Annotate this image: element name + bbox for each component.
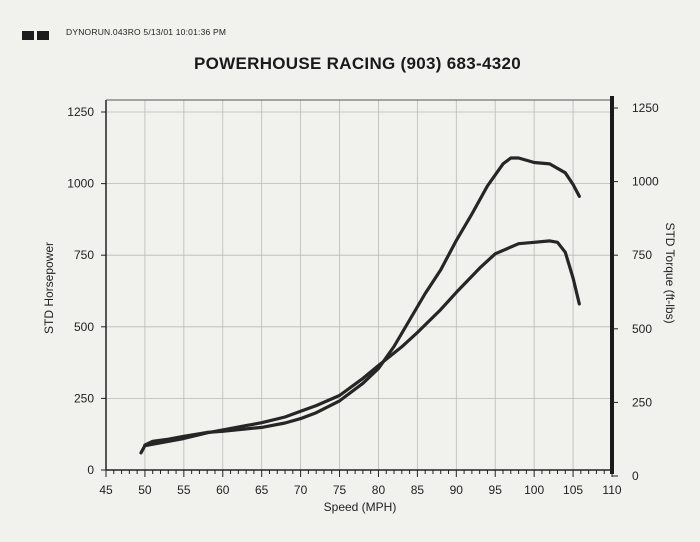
- x-tick-label: 50: [138, 483, 152, 497]
- y2-tick-label: 0: [632, 469, 639, 483]
- header-marks: [22, 31, 49, 40]
- x-axis-title: Speed (MPH): [324, 500, 397, 514]
- horsepower-line: [139, 239, 581, 455]
- y2-tick-label: 250: [632, 395, 652, 409]
- y-tick-label: 250: [74, 391, 94, 405]
- y-axis-title: STD Horsepower: [42, 242, 56, 334]
- x-tick-label: 70: [294, 483, 308, 497]
- x-tick-label: 80: [372, 483, 386, 497]
- x-tick-label: 55: [177, 483, 191, 497]
- grid: [105, 100, 613, 471]
- y-tick-label: 0: [87, 463, 94, 477]
- series: [139, 156, 581, 455]
- x-tick-label: 75: [333, 483, 347, 497]
- axes: [105, 96, 614, 474]
- x-tick-label: 90: [450, 483, 464, 497]
- x-tick-label: 105: [563, 483, 583, 497]
- x-tick-label: 60: [216, 483, 230, 497]
- y-tick-label: 750: [74, 248, 94, 262]
- file-info: DYNORUN.043RO 5/13/01 10:01:36 PM: [66, 27, 227, 37]
- x-tick-label: 100: [524, 483, 544, 497]
- x-tick-label: 65: [255, 483, 269, 497]
- ticks: 45 50 55 60 65 70 75 80 85 90 95 100 105 110 0 250 500 75…: [67, 101, 659, 497]
- x-tick-label: 45: [99, 483, 113, 497]
- y-tick-label: 500: [74, 320, 94, 334]
- y-tick-label: 1250: [67, 105, 94, 119]
- x-tick-label: 110: [602, 483, 621, 497]
- x-tick-label: 85: [411, 483, 425, 497]
- y2-tick-label: 500: [632, 322, 652, 336]
- y-tick-label: 1000: [67, 177, 94, 191]
- y2-tick-label: 1000: [632, 175, 659, 189]
- x-tick-label: 95: [489, 483, 503, 497]
- y2-tick-label: 1250: [632, 101, 659, 115]
- y2-axis-title: STD Torque (ft-lbs): [663, 222, 677, 323]
- chart-title: POWERHOUSE RACING (903) 683-4320: [193, 54, 522, 73]
- torque-line: [143, 156, 581, 447]
- y2-tick-label: 750: [632, 248, 652, 262]
